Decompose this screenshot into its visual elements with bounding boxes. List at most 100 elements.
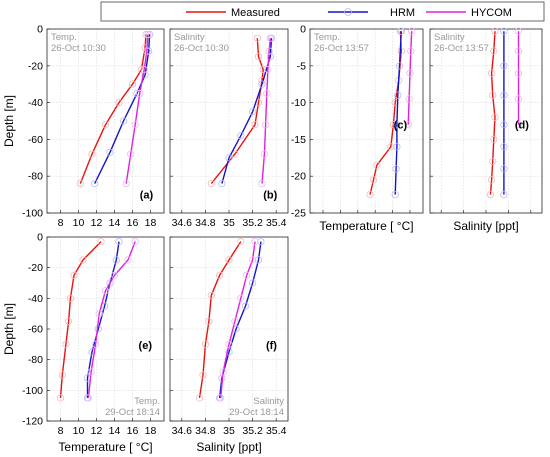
data-point-hrm: [225, 154, 233, 162]
x-tick-label: 18: [145, 425, 157, 437]
data-point-measured: [199, 371, 207, 379]
data-point-hycom: [514, 121, 523, 129]
data-point-hrm: [119, 117, 128, 125]
data-point-measured: [225, 256, 233, 264]
y-tick-label: -100: [22, 208, 43, 220]
data-point-measured: [195, 394, 204, 402]
data-point-measured: [237, 238, 245, 246]
panel-tag: (c): [394, 119, 408, 131]
x-axis-label: Temperature [ °C]: [58, 440, 152, 454]
data-point-measured: [207, 180, 215, 188]
x-tick-label: 35.4: [266, 217, 287, 229]
data-point-measured: [79, 256, 87, 264]
panel-subtitle: 26-Oct 13:57: [314, 43, 369, 54]
x-axis-label: Salinity [ppt]: [196, 440, 261, 454]
data-point-hrm: [254, 256, 263, 264]
data-point-hycom: [263, 89, 271, 98]
data-point-hycom: [92, 340, 100, 348]
data-point-measured: [56, 394, 65, 402]
panel-tag: (b): [263, 189, 277, 201]
data-point-hrm: [397, 27, 405, 35]
data-point-hycom: [260, 150, 268, 158]
series-line-hycom: [407, 31, 413, 125]
data-point-hycom: [95, 310, 103, 318]
data-point-hrm: [500, 143, 508, 151]
legend-label-measured: Measured: [231, 7, 280, 19]
legend-entry-hycom: HYCOM: [426, 7, 512, 19]
panel-title: Salinity: [174, 32, 205, 43]
y-tick-label: 0: [300, 24, 306, 36]
series-line-measured: [489, 31, 496, 195]
data-point-measured: [201, 340, 209, 348]
data-point-hrm: [225, 348, 233, 356]
legend: Measured HRM HYCOM: [100, 1, 545, 22]
data-point-measured: [70, 271, 78, 279]
data-point-hrm: [141, 71, 149, 79]
data-point-hrm: [500, 121, 508, 129]
panel-a: 8 10 12 14 16 18 0 -20 -40 -60 -80 -100 Depth [m] Tem…: [2, 24, 165, 229]
data-point-hrm: [391, 191, 399, 199]
panel-title: Salinity: [253, 396, 284, 407]
y-tick-label: -10: [291, 97, 306, 109]
data-point-measured: [216, 271, 224, 279]
panel-tag: (d): [515, 119, 529, 131]
data-point-hrm: [257, 238, 265, 246]
panel-subtitle: 29-Oct 18:14: [105, 407, 160, 418]
panel-e: 8 10 12 14 16 18 0 -20 -40 -60 -80 -100 -120 Depth [m…: [2, 232, 165, 454]
data-point-measured: [489, 157, 497, 166]
x-tick-label: 34.8: [195, 425, 216, 437]
plot-frame: [46, 28, 165, 214]
y-tick-label: 0: [37, 24, 43, 36]
y-tick-label: -20: [28, 60, 43, 72]
data-point-hycom: [101, 287, 110, 295]
data-point-hycom: [110, 271, 119, 279]
data-point-measured: [490, 47, 498, 55]
x-tick-label: 16: [127, 217, 139, 229]
panel-subtitle: 29-Oct 18:14: [229, 407, 284, 418]
data-point-measured: [58, 371, 66, 379]
panel-title: Temp.: [314, 32, 340, 43]
legend-label-hycom: HYCOM: [471, 7, 512, 19]
data-point-hycom: [124, 256, 132, 264]
data-point-hycom: [87, 368, 95, 376]
data-point-measured: [207, 291, 215, 299]
data-point-measured: [391, 99, 399, 107]
data-point-measured: [486, 191, 495, 199]
series-line-hycom: [220, 241, 256, 399]
data-point-hrm: [393, 121, 401, 129]
legend-box: [100, 1, 545, 22]
legend-entry-measured: Measured: [186, 7, 280, 19]
data-point-hrm: [91, 180, 99, 188]
data-point-hycom: [514, 47, 523, 55]
x-tick-label: 35: [223, 217, 235, 229]
y-tick-label: -20: [28, 262, 43, 274]
data-point-hycom: [258, 180, 266, 188]
data-point-hrm: [394, 91, 402, 99]
y-tick-label: 0: [37, 232, 43, 244]
data-point-measured: [115, 99, 123, 107]
data-point-hycom: [140, 65, 148, 74]
y-tick-label: -15: [291, 134, 306, 146]
series-line-hycom: [87, 241, 136, 399]
x-axis-label: Salinity [ppt]: [453, 219, 518, 233]
x-tick-label: 35.4: [266, 425, 287, 437]
x-tick-label: 8: [58, 217, 64, 229]
data-point-measured: [88, 150, 96, 158]
legend-entry-hrm: HRM: [328, 7, 415, 19]
y-tick-label: -40: [28, 293, 43, 305]
data-point-hycom: [225, 340, 233, 348]
series-line-hrm: [221, 38, 273, 184]
data-point-measured: [205, 317, 213, 325]
data-point-hrm: [500, 91, 508, 99]
legend-marker-hrm: [344, 8, 352, 16]
data-point-measured: [489, 91, 497, 99]
panel-title: Salinity: [434, 32, 465, 43]
data-point-hycom: [266, 34, 274, 42]
x-tick-label: 35: [223, 425, 235, 437]
data-point-measured: [487, 69, 496, 77]
panel-subtitle: 26-Oct 13:57: [434, 43, 489, 54]
data-point-measured: [251, 121, 259, 129]
